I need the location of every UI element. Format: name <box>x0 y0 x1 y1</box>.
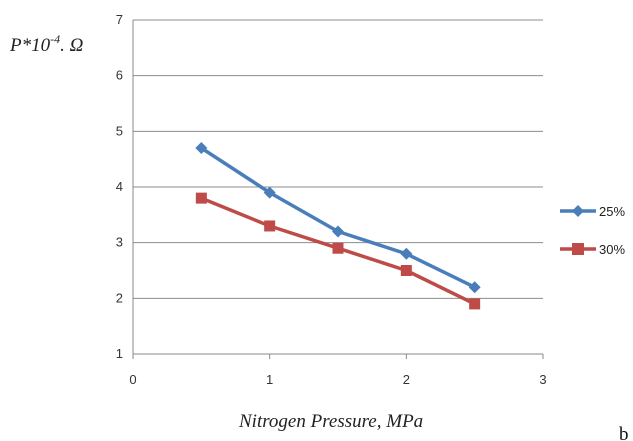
y-tick-label: 4 <box>116 179 123 194</box>
series-line-0 <box>200 146 476 289</box>
y-axis-title-exponent: -4 <box>50 32 60 46</box>
y-axis-title: P*10-4. Ω <box>9 32 84 56</box>
y-axis-title-unit: . Ω <box>60 35 84 56</box>
y-tick-label: 5 <box>116 123 123 138</box>
legend-label: 30% <box>599 242 625 257</box>
y-tick-label: 7 <box>116 12 123 27</box>
x-tick-label: 2 <box>403 372 410 387</box>
data-point-square <box>195 192 207 204</box>
data-point-diamond <box>400 247 413 260</box>
data-point-diamond <box>195 142 208 155</box>
legend: 25% 30% <box>560 204 625 257</box>
x-axis-title: Nitrogen Pressure, MPa <box>238 411 423 432</box>
y-tick-labels: 1 2 3 4 5 6 7 <box>116 12 123 361</box>
x-tick-label: 1 <box>266 372 273 387</box>
x-tick-labels: 0 1 2 3 <box>129 354 547 387</box>
data-point-square <box>332 242 344 254</box>
data-point-diamond <box>263 186 276 199</box>
data-point-square <box>469 298 481 310</box>
data-point-diamond <box>332 225 344 238</box>
gridlines <box>133 19 543 299</box>
x-tick-label: 0 <box>129 372 136 387</box>
legend-marker-square <box>572 243 584 255</box>
y-tick-label: 6 <box>116 68 123 83</box>
x-tick-label: 3 <box>539 372 546 387</box>
y-axis-title-main: P*10 <box>9 35 51 56</box>
legend-item-1: 30% <box>560 242 625 257</box>
data-point-diamond <box>468 281 481 294</box>
y-tick-label: 2 <box>116 290 123 305</box>
panel-label: b <box>619 424 629 441</box>
series-group <box>195 142 481 310</box>
data-point-square <box>264 220 276 232</box>
legend-marker-diamond <box>572 205 584 217</box>
y-tick-label: 3 <box>116 235 123 250</box>
data-point-square <box>400 265 412 276</box>
legend-label: 25% <box>599 204 625 219</box>
legend-item-0: 25% <box>560 204 625 219</box>
y-tick-label: 1 <box>116 346 123 361</box>
